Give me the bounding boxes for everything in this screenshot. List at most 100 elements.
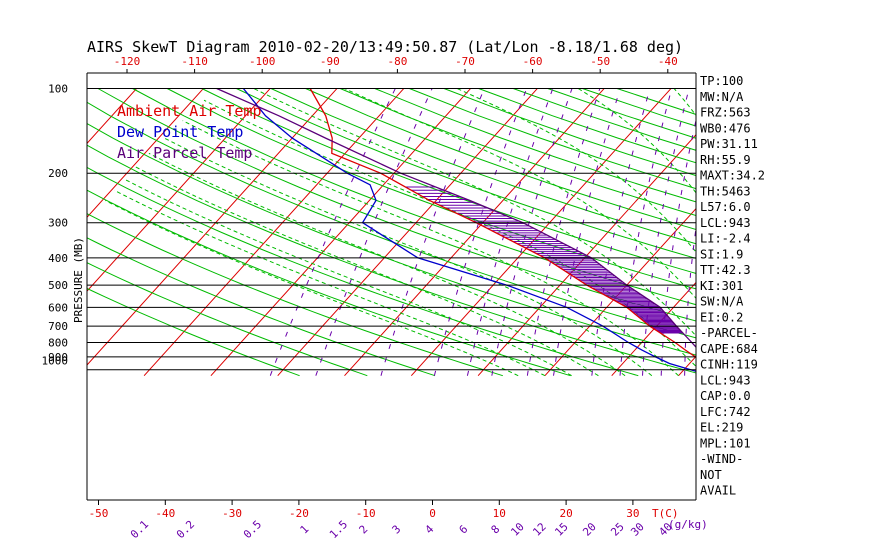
legend-entry: Dew Point Temp xyxy=(117,123,243,141)
isotherm-line xyxy=(87,88,204,218)
index-label: CINH:119 xyxy=(700,358,758,372)
index-label: EL:219 xyxy=(700,421,743,435)
pressure-tick-label: 500 xyxy=(48,279,68,292)
dry-adiabat xyxy=(270,88,696,245)
dry-adiabat xyxy=(87,166,639,377)
dry-adiabat xyxy=(305,88,696,231)
moist-adiabat xyxy=(124,178,572,377)
index-label: MW:N/A xyxy=(700,90,744,104)
isotherm-line xyxy=(210,88,471,377)
bottom-tick-label: 10 xyxy=(493,507,506,520)
bottom-tick-label: -50 xyxy=(89,507,109,520)
pressure-tick-label: 900 xyxy=(48,351,68,364)
isotherm-line xyxy=(344,88,605,377)
mixing-ratio-line xyxy=(642,88,690,376)
pressure-tick-label: 700 xyxy=(48,320,68,333)
dry-adiabat xyxy=(87,237,436,377)
index-label: LFC:742 xyxy=(700,405,751,419)
isotherm-line xyxy=(87,88,137,145)
index-label: RH:55.9 xyxy=(700,153,751,167)
mixing-ratio-line xyxy=(684,224,696,376)
legend-entry: Ambient Air Temp xyxy=(117,102,262,120)
pressure-tick-label: 800 xyxy=(48,336,68,349)
mixing-ratio-line xyxy=(269,88,396,376)
dry-adiabat xyxy=(87,144,696,374)
index-label: TT:42.3 xyxy=(700,263,751,277)
bottom-tick-label: -40 xyxy=(155,507,175,520)
top-tick-label: -70 xyxy=(455,55,475,68)
legend: Ambient Air Temp Dew Point Temp Air Parcel… xyxy=(117,102,262,162)
bottom-unit-label: T(C) xyxy=(652,507,679,520)
ambient-temp-curve xyxy=(309,88,696,358)
dry-adiabat xyxy=(132,88,696,306)
mixing-ratio-line xyxy=(660,118,696,376)
top-tick-label: -120 xyxy=(114,55,141,68)
dry-adiabat xyxy=(87,122,696,356)
mixing-ratio-line xyxy=(591,88,651,376)
dry-adiabat xyxy=(236,88,696,259)
mixing-ratio-unit: (g/kg) xyxy=(668,518,708,531)
top-tick-label: -80 xyxy=(387,55,407,68)
moist-adiabat xyxy=(253,88,696,337)
bottom-tick-label: 0 xyxy=(429,507,436,520)
index-label: FRZ:563 xyxy=(700,106,751,120)
index-label: LCL:943 xyxy=(700,216,751,230)
y-axis-label: PRESSURE (MB) xyxy=(72,237,85,323)
chart-title: AIRS SkewT Diagram 2010-02-20/13:49:50.8… xyxy=(87,38,683,56)
mixing-ratio-line xyxy=(526,88,601,376)
index-label: L57:6.0 xyxy=(700,200,751,214)
index-label: CAP:0.0 xyxy=(700,389,751,403)
pressure-tick-label: 300 xyxy=(48,217,68,230)
pressure-tick-label: 1000 xyxy=(42,355,69,368)
index-label: TH:5463 xyxy=(700,184,751,198)
pressure-tick-label: 400 xyxy=(48,252,68,265)
bottom-tick-label: -20 xyxy=(289,507,309,520)
index-label: KI:301 xyxy=(700,279,743,293)
bottom-tick-label: 30 xyxy=(626,507,639,520)
index-label: -WIND- xyxy=(700,452,743,466)
pressure-tick-label: 600 xyxy=(48,301,68,314)
isotherm-line xyxy=(277,88,538,377)
mixing-ratio-line xyxy=(553,88,621,376)
dry-adiabat xyxy=(87,287,300,377)
bottom-tick-label: 20 xyxy=(559,507,572,520)
bottom-tick-label: -30 xyxy=(222,507,242,520)
moist-adiabat xyxy=(456,88,696,253)
index-label: EI:0.2 xyxy=(700,310,743,324)
dry-adiabat xyxy=(87,213,503,377)
top-tick-label: -100 xyxy=(249,55,276,68)
dry-adiabat xyxy=(340,88,696,217)
isotherm-line xyxy=(87,88,338,366)
top-tick-label: -90 xyxy=(320,55,340,68)
top-tick-label: -50 xyxy=(590,55,610,68)
legend-entry: Air Parcel Temp xyxy=(117,144,252,162)
top-tick-label: -60 xyxy=(523,55,543,68)
index-label: MAXT:34.2 xyxy=(700,169,765,183)
index-label: NOT xyxy=(700,468,722,482)
index-label: LCL:943 xyxy=(700,373,751,387)
index-label: SW:N/A xyxy=(700,295,744,309)
moist-adiabat xyxy=(135,166,599,377)
top-tick-label: -110 xyxy=(181,55,208,68)
mixing-ratio-line xyxy=(315,88,433,376)
isotherm-line xyxy=(143,88,405,377)
index-label: SI:1.9 xyxy=(700,247,743,261)
index-label: MPL:101 xyxy=(700,436,751,450)
moist-adiabat xyxy=(148,152,626,377)
index-label: AVAIL xyxy=(700,484,736,498)
dry-adiabat xyxy=(87,262,368,377)
index-label: TP:100 xyxy=(700,74,743,88)
index-label: PW:31.11 xyxy=(700,137,758,151)
top-tick-label: -40 xyxy=(658,55,678,68)
mixing-ratio-line xyxy=(619,88,673,376)
bottom-tick-label: -10 xyxy=(356,507,376,520)
dry-adiabat xyxy=(166,88,696,290)
grid-layer xyxy=(87,88,696,377)
index-label: WB0:476 xyxy=(700,121,751,135)
index-label: CAPE:684 xyxy=(700,342,758,356)
pressure-tick-label: 100 xyxy=(48,83,68,96)
dry-adiabat xyxy=(87,101,696,339)
